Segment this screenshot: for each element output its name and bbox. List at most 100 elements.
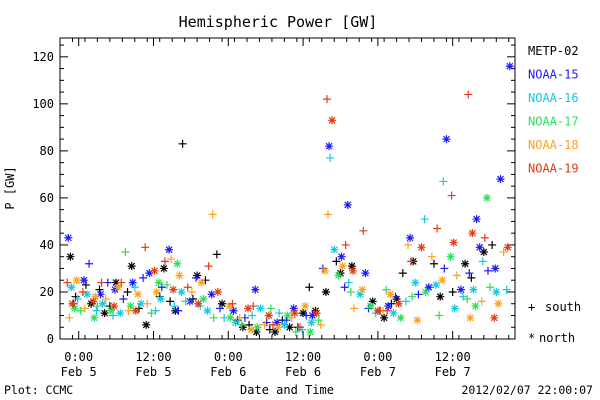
legend-entry-noaa-19: NOAA-19 xyxy=(528,162,579,176)
point-south xyxy=(215,304,224,313)
point-south xyxy=(463,295,472,304)
point-north xyxy=(271,327,280,336)
legend-entry-noaa-18: NOAA-18 xyxy=(528,138,579,152)
point-south xyxy=(429,259,438,268)
x-tick-label-time: 0:00 xyxy=(64,350,93,364)
point-south xyxy=(435,311,444,320)
point-north xyxy=(494,299,503,308)
point-north xyxy=(384,302,393,311)
point-north xyxy=(386,290,395,299)
point-north xyxy=(116,309,125,318)
chart-title: Hemispheric Power [GW] xyxy=(179,13,378,31)
point-north xyxy=(283,311,292,320)
point-north xyxy=(173,259,182,268)
point-north xyxy=(150,266,159,275)
point-south xyxy=(95,285,104,294)
point-south xyxy=(439,177,448,186)
point-south xyxy=(341,240,350,249)
point-north xyxy=(358,285,367,294)
x-axis-label: Date and Time xyxy=(240,383,334,397)
point-north xyxy=(468,229,477,238)
point-north xyxy=(175,271,184,280)
point-north xyxy=(79,276,88,285)
point-south xyxy=(192,273,201,282)
x-tick-label-date: Feb 6 xyxy=(285,365,321,379)
y-tick-label: 60 xyxy=(40,191,54,205)
point-north xyxy=(461,259,470,268)
point-south xyxy=(181,297,190,306)
point-north xyxy=(96,290,105,299)
point-north xyxy=(471,302,480,311)
point-north xyxy=(131,306,140,315)
point-south xyxy=(157,283,166,292)
point-north xyxy=(231,318,240,327)
point-north xyxy=(159,264,168,273)
point-north xyxy=(347,262,356,271)
point-north xyxy=(238,323,247,332)
point-south xyxy=(477,297,486,306)
point-south xyxy=(483,266,492,275)
point-south xyxy=(499,247,508,256)
legend-entry-noaa-16: NOAA-16 xyxy=(528,91,579,105)
series-noaa-15 xyxy=(64,62,514,327)
point-south xyxy=(322,95,331,104)
point-north xyxy=(72,276,81,285)
point-south xyxy=(478,257,487,266)
legend: METP-02 NOAA-15 NOAA-16 NOAA-17 NOAA-18 NOAA-… xyxy=(528,44,579,176)
point-north xyxy=(70,304,79,313)
point-south xyxy=(201,276,210,285)
y-tick-label: 80 xyxy=(40,144,54,158)
point-north xyxy=(421,287,430,296)
point-north xyxy=(100,309,109,318)
y-axis: 0 20 40 60 80 100 120 xyxy=(32,44,515,346)
point-south xyxy=(76,306,85,315)
point-north xyxy=(213,287,222,296)
point-north xyxy=(67,283,76,292)
point-south xyxy=(174,306,183,315)
point-north xyxy=(90,313,99,322)
point-south xyxy=(121,247,130,256)
point-south xyxy=(502,285,511,294)
point-north xyxy=(98,299,107,308)
point-north xyxy=(334,271,343,280)
point-north xyxy=(145,269,154,278)
point-south xyxy=(346,287,355,296)
marker-legend-south-label: south xyxy=(545,300,581,314)
point-south xyxy=(268,320,277,329)
point-north xyxy=(152,287,161,296)
point-north xyxy=(413,316,422,325)
point-north xyxy=(226,313,235,322)
point-south xyxy=(93,302,102,311)
point-north xyxy=(247,325,256,334)
point-south xyxy=(488,240,497,249)
point-south xyxy=(447,191,456,200)
point-north xyxy=(366,302,375,311)
point-south xyxy=(167,255,176,264)
point-north xyxy=(169,285,178,294)
point-south xyxy=(170,302,179,311)
y-tick-label: 40 xyxy=(40,238,54,252)
point-north xyxy=(356,290,365,299)
point-north xyxy=(325,142,334,151)
point-south xyxy=(316,320,325,329)
point-north xyxy=(264,311,273,320)
point-north xyxy=(320,266,329,275)
point-north xyxy=(156,295,165,304)
point-north xyxy=(446,252,455,261)
point-north xyxy=(253,323,262,332)
point-south xyxy=(295,323,304,332)
point-north xyxy=(301,302,310,311)
point-south xyxy=(448,287,457,296)
point-north xyxy=(312,309,321,318)
point-north xyxy=(321,287,330,296)
point-south xyxy=(209,313,218,322)
y-axis-label: P [GW] xyxy=(3,166,17,209)
point-north xyxy=(83,290,92,299)
legend-entry-noaa-15: NOAA-15 xyxy=(528,68,579,82)
point-north xyxy=(482,193,491,202)
point-north xyxy=(438,276,447,285)
point-south xyxy=(332,257,341,266)
point-south xyxy=(440,264,449,273)
point-north xyxy=(368,297,377,306)
series-noaa-19 xyxy=(63,90,512,332)
